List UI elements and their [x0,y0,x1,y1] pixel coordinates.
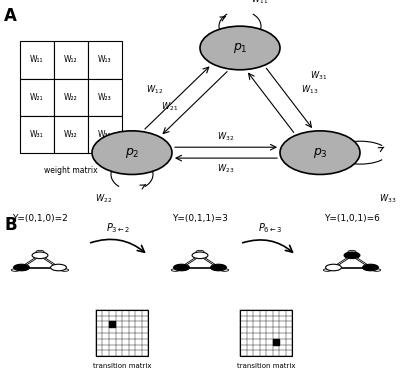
Bar [88,41,122,79]
Text: $W_{22}$: $W_{22}$ [96,192,112,205]
Circle shape [326,264,342,271]
Circle shape [362,264,378,271]
Text: W₂₃: W₂₃ [98,92,112,102]
Bar [54,41,88,79]
Bar [96,310,148,356]
Text: A: A [4,6,17,24]
Bar [88,115,122,153]
Bar [54,79,88,115]
Bar [240,310,292,356]
Text: Y=(1,0,1)=6: Y=(1,0,1)=6 [324,214,380,223]
Text: $W_{33}$: $W_{33}$ [379,192,397,205]
Text: weight matrix: weight matrix [44,166,98,175]
Text: $W_{11}$: $W_{11}$ [252,0,268,6]
Text: $W_{31}$: $W_{31}$ [310,70,327,82]
Circle shape [32,252,48,259]
Text: W₂₁: W₂₁ [30,92,44,102]
Circle shape [344,252,360,259]
Bar [109,321,116,327]
Text: W₁₁: W₁₁ [30,56,44,64]
Text: transition matrix: transition matrix [93,363,151,369]
Circle shape [14,264,30,271]
Bar [20,79,54,115]
Text: $W_{23}$: $W_{23}$ [217,163,235,175]
Circle shape [50,264,66,271]
Text: $W_{21}$: $W_{21}$ [161,100,178,113]
Text: $p_1$: $p_1$ [233,41,247,55]
Text: W₂₂: W₂₂ [64,92,78,102]
Circle shape [174,264,190,271]
Text: $p_3$: $p_3$ [312,146,328,160]
Text: transition matrix: transition matrix [237,363,295,369]
Circle shape [210,264,226,271]
Circle shape [92,131,172,174]
Text: W₁₂: W₁₂ [64,56,78,64]
Text: Y=(0,1,1)=3: Y=(0,1,1)=3 [172,214,228,223]
Text: $W_{12}$: $W_{12}$ [146,83,163,96]
Text: Y=(0,1,0)=2: Y=(0,1,0)=2 [12,214,68,223]
Text: W₃₂: W₃₂ [64,130,78,139]
Circle shape [200,26,280,70]
Text: $W_{13}$: $W_{13}$ [300,83,318,96]
Circle shape [280,131,360,174]
Bar [20,115,54,153]
Bar [54,115,88,153]
Text: $W_{32}$: $W_{32}$ [218,130,234,143]
Circle shape [192,252,208,259]
Bar [272,339,279,344]
Bar [20,41,54,79]
Text: B: B [4,215,17,233]
Text: W₃₁: W₃₁ [30,130,44,139]
Text: $p_2$: $p_2$ [125,146,139,160]
Text: W₁₃: W₁₃ [98,56,112,64]
Text: $P_{3\leftarrow2}$: $P_{3\leftarrow2}$ [106,221,130,235]
Bar [88,79,122,115]
Text: W₃₃: W₃₃ [98,130,112,139]
Text: $P_{6\leftarrow3}$: $P_{6\leftarrow3}$ [258,221,282,235]
